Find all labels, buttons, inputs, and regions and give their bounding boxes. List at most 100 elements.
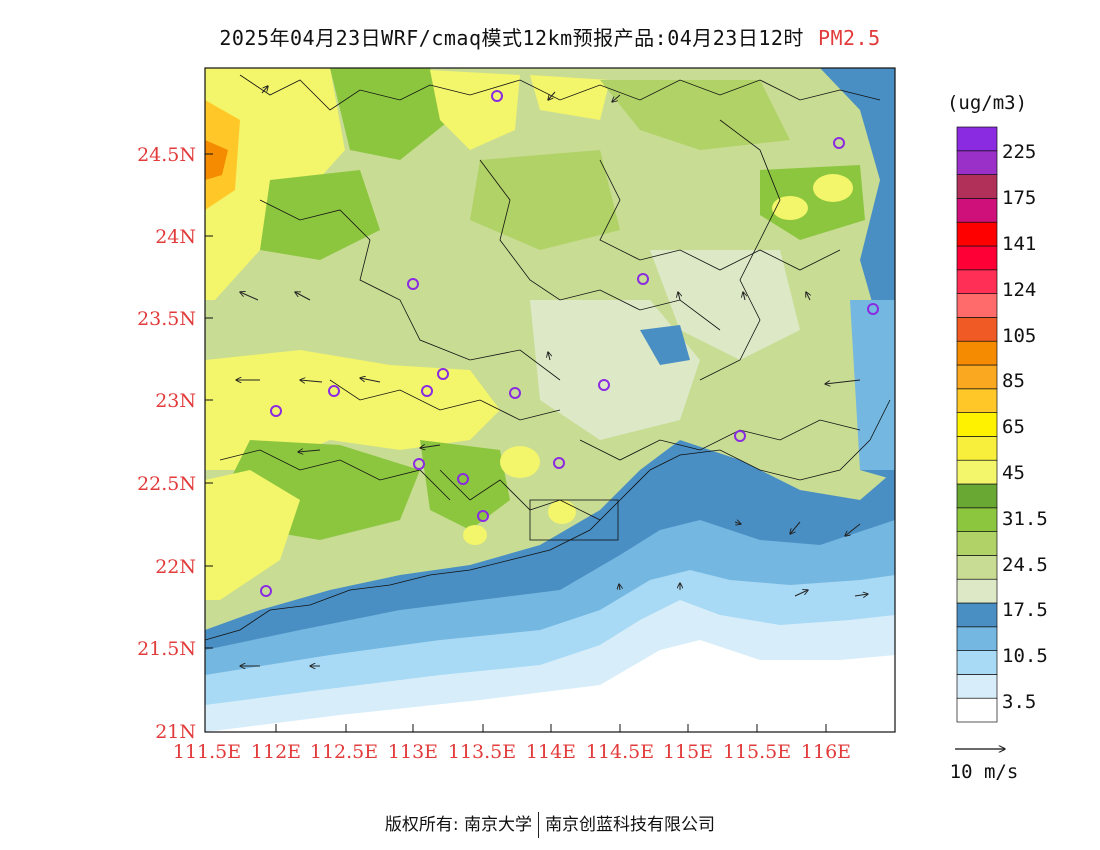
lat-label: 24.5N: [137, 144, 196, 166]
colorbar-label: 124: [1002, 279, 1036, 301]
colorbar-swatch: [956, 459, 998, 485]
colorbar-swatch: [956, 674, 998, 699]
lat-label: 23N: [155, 390, 196, 412]
city-marker: [553, 457, 565, 469]
city-marker: [477, 510, 489, 522]
lon-label: 115E: [663, 741, 713, 763]
colorbar-swatch: [956, 174, 998, 199]
lon-label: 115.5E: [723, 741, 791, 763]
colorbar-label: 31.5: [1002, 508, 1048, 530]
colorbar-swatch: [956, 198, 998, 223]
city-marker: [867, 303, 879, 315]
wind-arrow: [240, 292, 259, 301]
wind-arrow: [420, 445, 441, 448]
wind-arrow: [548, 91, 556, 100]
city-marker: [509, 387, 521, 399]
colorbar-swatch: [956, 555, 998, 580]
colorbar: [956, 126, 998, 723]
wind-arrow: [548, 352, 550, 361]
footer-divider: [538, 812, 540, 838]
wind-arrow: [854, 594, 868, 596]
colorbar-swatch: [956, 697, 998, 723]
colorbar-swatch: [956, 650, 998, 675]
lon-label: 112E: [251, 741, 301, 763]
lon-label: 114.5E: [586, 741, 654, 763]
lon-label: 113E: [388, 741, 438, 763]
colorbar-label: 105: [1002, 325, 1036, 347]
colorbar-swatch: [956, 245, 998, 271]
concentration-field: [205, 68, 895, 732]
axis-ticks: [205, 153, 827, 732]
wind-arrow: [678, 292, 680, 301]
colorbar-swatch: [956, 507, 998, 532]
city-marker: [637, 273, 649, 285]
lat-label: 22N: [155, 556, 196, 578]
colorbar-swatch: [956, 626, 998, 651]
lat-label: 24N: [155, 226, 196, 248]
colorbar-label: 24.5: [1002, 554, 1048, 576]
latitude-labels: 24.5N 24N 23.5N 23N 22.5N 22N 21.5N 21N: [137, 144, 196, 743]
colorbar-swatch: [956, 293, 998, 318]
city-marker: [421, 385, 433, 397]
wind-arrow: [845, 523, 861, 536]
wind-arrow: [360, 378, 381, 383]
colorbar-labels: 225 175 141 124 105 85 65 45 31.5 24.5 1…: [1002, 141, 1048, 713]
city-marker: [328, 385, 340, 397]
footer-company: 南京创蓝科技有限公司: [545, 815, 716, 835]
longitude-labels: 111.5E 112E 112.5E 113E 113.5E 114E 114.…: [173, 741, 851, 763]
colorbar-swatch: [956, 340, 998, 366]
colorbar-label: 175: [1002, 187, 1036, 209]
colorbar-swatch: [956, 388, 998, 413]
wind-arrow: [619, 584, 620, 591]
wind-arrow: [261, 86, 268, 94]
colorbar-swatch: [956, 578, 998, 604]
wind-arrow: [806, 292, 810, 301]
colorbar-label: 65: [1002, 416, 1025, 438]
wind-arrow: [734, 522, 741, 524]
lon-label: 112.5E: [310, 741, 378, 763]
colorbar-label: 45: [1002, 462, 1025, 484]
colorbar-swatch: [956, 150, 998, 175]
colorbar-swatch: [956, 531, 998, 556]
colorbar-swatch: [956, 436, 998, 461]
title-species: PM2.5: [817, 26, 881, 50]
lon-label: 116E: [801, 741, 851, 763]
lat-label: 22.5N: [137, 473, 196, 495]
city-markers: [260, 90, 879, 597]
city-marker: [437, 368, 449, 380]
colorbar-swatch: [956, 483, 998, 509]
colorbar-swatch: [956, 269, 998, 294]
lat-label: 21N: [155, 721, 196, 743]
wind-arrow: [790, 521, 801, 534]
city-marker: [598, 379, 610, 391]
colorbar-label: 3.5: [1002, 691, 1036, 713]
city-marker: [833, 137, 845, 149]
colorbar-label: 225: [1002, 141, 1036, 163]
admin-boundaries: [205, 74, 891, 641]
lon-label: 114E: [526, 741, 576, 763]
lon-label: 113.5E: [448, 741, 516, 763]
lon-label: 111.5E: [173, 741, 241, 763]
colorbar-swatch: [956, 126, 998, 152]
colorbar-unit: (ug/m3): [947, 92, 1027, 114]
chart-title: 2025年04月23日WRF/cmaq模式12km预报产品:04月23日12时 P…: [0, 22, 1100, 51]
colorbar-swatch: [956, 602, 998, 628]
city-marker: [413, 458, 425, 470]
wind-reference-label: 10 m/s: [950, 761, 1019, 783]
colorbar-swatch: [956, 317, 998, 342]
wind-arrow: [794, 590, 808, 597]
colorbar-label: 85: [1002, 370, 1025, 392]
wind-arrow: [298, 450, 321, 452]
colorbar-label: 17.5: [1002, 599, 1048, 621]
city-marker: [260, 585, 272, 597]
colorbar-swatch: [956, 412, 998, 437]
colorbar-swatch: [956, 221, 998, 247]
wind-arrow: [612, 94, 621, 102]
city-marker: [491, 90, 503, 102]
wind-arrow: [743, 292, 745, 301]
colorbar-label: 10.5: [1002, 645, 1048, 667]
footer: 版权所有: 南京大学 南京创蓝科技有限公司: [0, 810, 1100, 838]
lat-label: 21.5N: [137, 638, 196, 660]
colorbar-swatch: [956, 364, 998, 390]
